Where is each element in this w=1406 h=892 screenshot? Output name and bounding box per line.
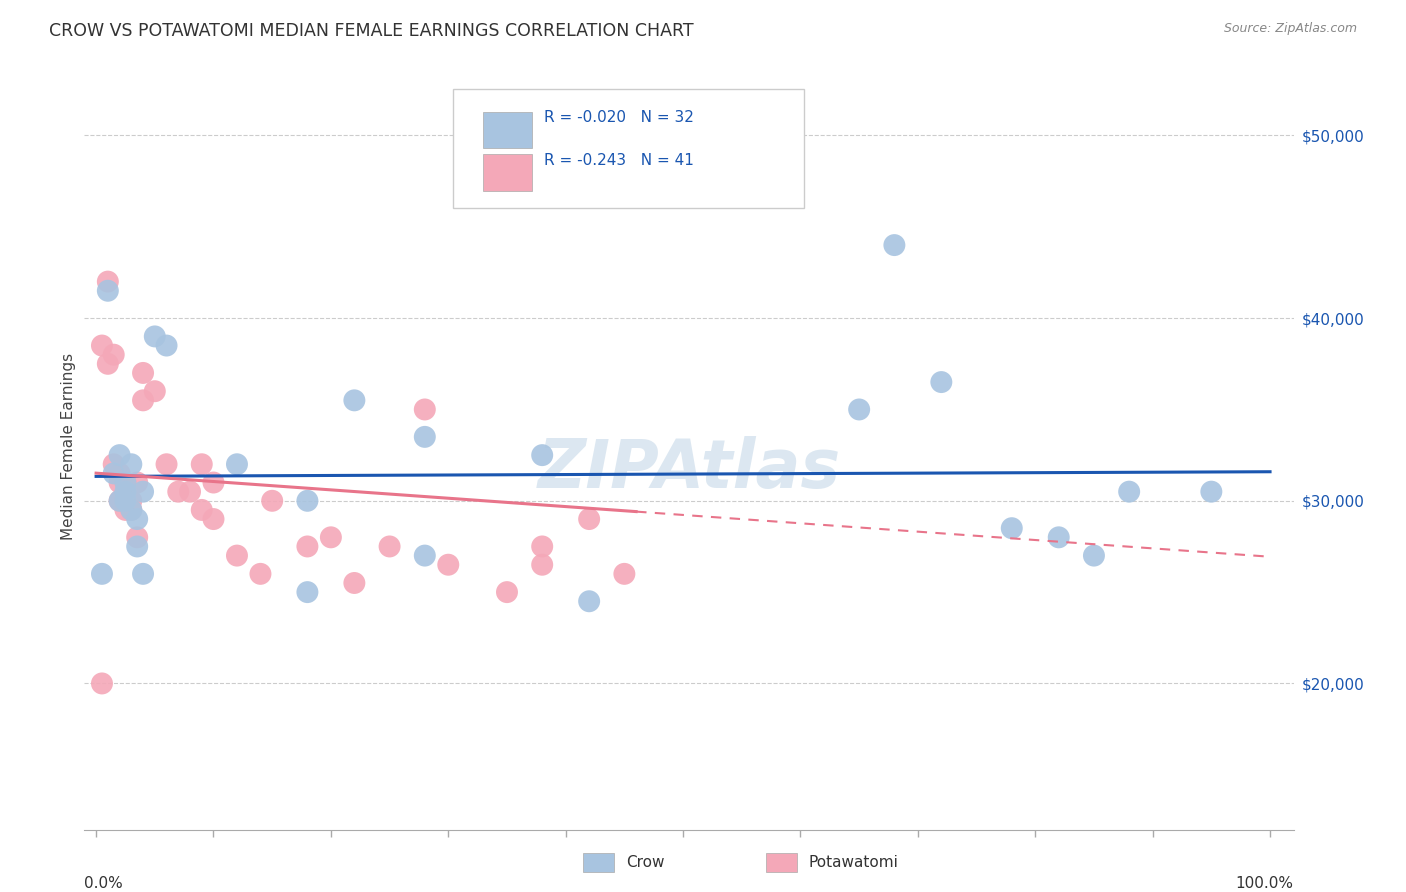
Point <box>108 467 131 481</box>
Text: R = -0.243   N = 41: R = -0.243 N = 41 <box>544 153 693 168</box>
Point <box>120 493 142 508</box>
FancyBboxPatch shape <box>484 112 531 148</box>
Point <box>297 493 319 508</box>
Point <box>120 503 142 517</box>
Point <box>413 430 436 444</box>
Point <box>1201 484 1223 499</box>
Point <box>167 484 190 499</box>
Y-axis label: Median Female Earnings: Median Female Earnings <box>60 352 76 540</box>
Point <box>97 284 120 298</box>
Point <box>1083 549 1105 563</box>
Point <box>97 357 120 371</box>
Point <box>120 503 142 517</box>
Point <box>179 484 201 499</box>
Point <box>155 457 177 471</box>
Point <box>132 366 155 380</box>
FancyBboxPatch shape <box>453 89 804 208</box>
Text: Crow: Crow <box>626 855 664 870</box>
Point <box>413 402 436 417</box>
Point <box>91 338 114 352</box>
Point <box>143 329 166 343</box>
Point <box>1047 530 1070 544</box>
Point <box>226 549 249 563</box>
Point <box>531 448 554 462</box>
Point <box>1118 484 1140 499</box>
Point <box>578 594 600 608</box>
Point <box>613 566 636 581</box>
Text: CROW VS POTAWATOMI MEDIAN FEMALE EARNINGS CORRELATION CHART: CROW VS POTAWATOMI MEDIAN FEMALE EARNING… <box>49 22 693 40</box>
Point <box>114 475 136 490</box>
Text: Potawatomi: Potawatomi <box>808 855 898 870</box>
Point <box>108 475 131 490</box>
Point <box>132 393 155 408</box>
Text: R = -0.020   N = 32: R = -0.020 N = 32 <box>544 110 693 125</box>
Point <box>127 540 149 554</box>
Point <box>114 484 136 499</box>
Point <box>496 585 519 599</box>
Point <box>103 348 125 362</box>
Point <box>127 512 149 526</box>
Point <box>103 467 125 481</box>
Point <box>226 457 249 471</box>
Point <box>103 457 125 471</box>
Point <box>114 493 136 508</box>
Text: 0.0%: 0.0% <box>84 876 124 890</box>
Point <box>343 393 366 408</box>
Point <box>413 549 436 563</box>
Point <box>114 493 136 508</box>
Point <box>319 530 342 544</box>
Point <box>931 375 953 389</box>
Point <box>97 275 120 289</box>
Point <box>132 484 155 499</box>
Point <box>143 384 166 399</box>
Point <box>108 493 131 508</box>
FancyBboxPatch shape <box>484 154 531 191</box>
Point <box>108 448 131 462</box>
Point <box>848 402 870 417</box>
Point <box>202 512 225 526</box>
Point <box>190 503 212 517</box>
Text: Source: ZipAtlas.com: Source: ZipAtlas.com <box>1223 22 1357 36</box>
Point <box>672 165 695 179</box>
Point <box>1001 521 1024 535</box>
Point <box>127 475 149 490</box>
Point <box>114 475 136 490</box>
Point <box>91 676 114 690</box>
Point <box>249 566 271 581</box>
Point <box>91 566 114 581</box>
Point <box>202 475 225 490</box>
Point <box>578 512 600 526</box>
Point <box>114 503 136 517</box>
Point <box>155 338 177 352</box>
Point <box>297 540 319 554</box>
Point <box>132 566 155 581</box>
Point <box>883 238 905 252</box>
Point <box>437 558 460 572</box>
Point <box>190 457 212 471</box>
Point <box>262 493 284 508</box>
Point <box>531 558 554 572</box>
Point <box>297 585 319 599</box>
Point <box>343 576 366 591</box>
Point <box>378 540 401 554</box>
Point <box>108 493 131 508</box>
Text: 100.0%: 100.0% <box>1236 876 1294 890</box>
Point <box>127 530 149 544</box>
Point <box>120 457 142 471</box>
Point <box>531 540 554 554</box>
Text: ZIPAtlas: ZIPAtlas <box>537 436 841 502</box>
